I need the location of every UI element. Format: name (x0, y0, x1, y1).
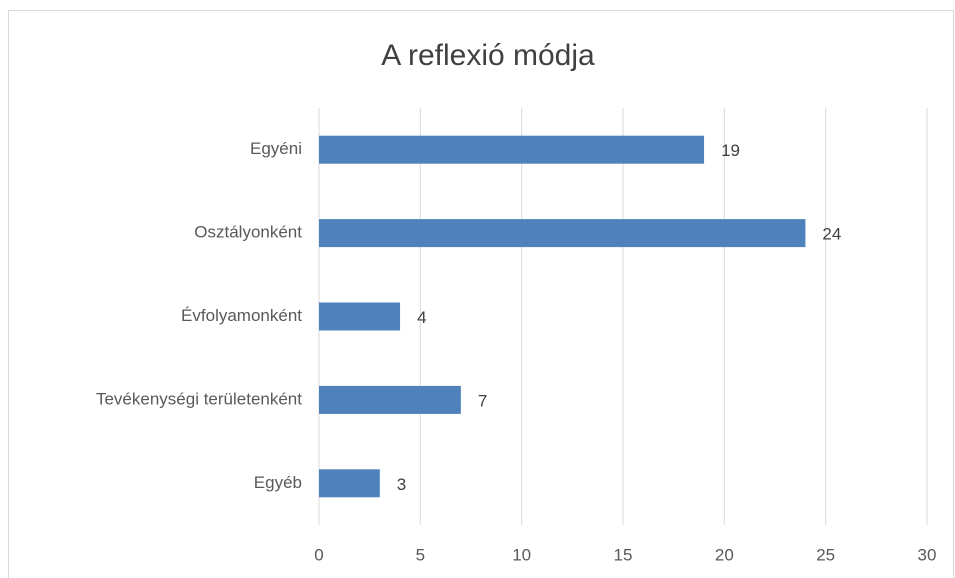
x-tick-label: 25 (816, 545, 835, 564)
bar (319, 469, 380, 498)
x-tick-label: 10 (512, 545, 531, 564)
data-label: 19 (721, 141, 740, 160)
x-tick-label: 0 (314, 545, 323, 564)
y-tick-label: Tevékenységi területenként (96, 389, 302, 408)
x-tick-label: 30 (918, 545, 937, 564)
data-label: 7 (478, 391, 487, 410)
chart-title: A reflexió módja (381, 39, 595, 72)
bar (319, 302, 401, 331)
bar (319, 219, 806, 248)
chart-border (8, 10, 954, 578)
bar (319, 385, 461, 414)
data-label: 4 (417, 308, 426, 327)
x-tick-label: 5 (416, 545, 425, 564)
y-tick-label: Évfolyamonként (181, 306, 302, 325)
x-tick-label: 15 (614, 545, 633, 564)
bar (319, 135, 705, 164)
y-tick-label: Osztályonként (194, 223, 302, 242)
x-tick-label: 20 (715, 545, 734, 564)
y-tick-label: Egyéni (250, 139, 302, 158)
y-tick-label: Egyéb (254, 473, 302, 492)
data-label: 24 (822, 225, 841, 244)
data-label: 3 (397, 475, 406, 494)
